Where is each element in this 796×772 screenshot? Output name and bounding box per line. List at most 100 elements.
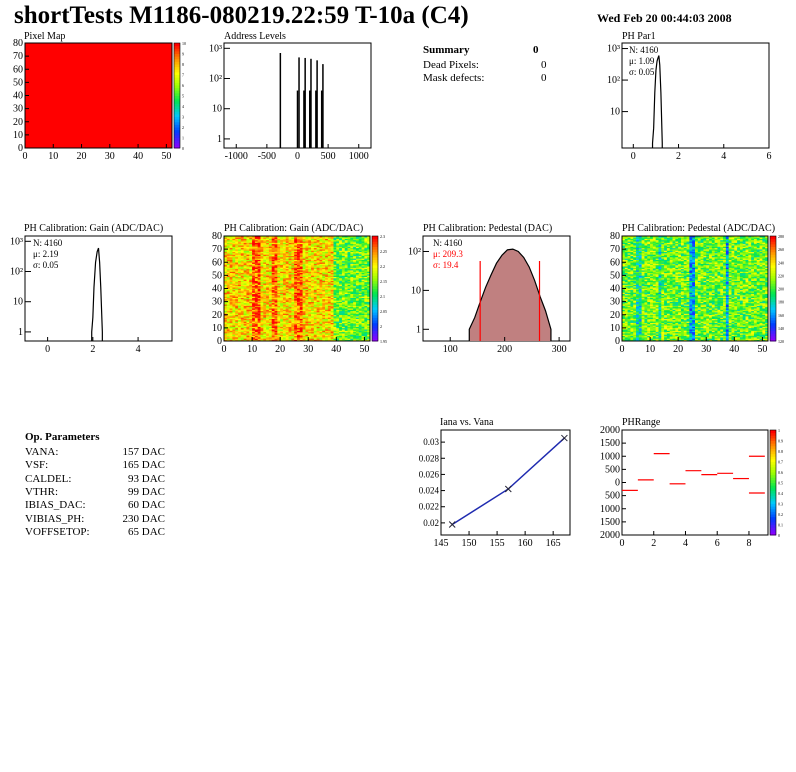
ph-gain-map-cell	[249, 326, 253, 329]
ph-pedestal-map-cell	[630, 323, 634, 326]
ph-gain-map-cell	[232, 249, 236, 251]
ph-pedestal-map-cell	[641, 327, 645, 330]
ph-gain-map-cell	[285, 325, 289, 327]
ph-gain-map-cell	[240, 322, 244, 325]
ph-gain-map-cell	[358, 312, 362, 314]
ph-gain-map-cell	[277, 260, 281, 263]
ph-gain-map-cell	[280, 245, 284, 247]
ph-gain-map-cell	[224, 322, 228, 325]
ph-pedestal-map-cell	[638, 274, 642, 276]
ph-gain-map-cell	[347, 288, 351, 291]
ph-gain-map-cell	[291, 267, 295, 270]
ph-gain-map-cell	[305, 243, 309, 246]
ph-gain-map-cell	[282, 270, 287, 272]
ph-gain-map-cell	[224, 296, 228, 298]
ph-gain-map-cell	[353, 257, 357, 259]
ph-gain-map-cell	[353, 288, 357, 291]
ph-gain-map-cell	[280, 242, 284, 245]
ph-gain-map-cell	[271, 293, 275, 296]
ph-gain-map-cell	[361, 272, 365, 275]
ph-gain-map-cell	[327, 287, 331, 289]
ph-gain-map-cell	[347, 245, 351, 247]
ph-gain-map-cell	[353, 295, 357, 297]
ph-gain-map-cell	[330, 285, 334, 288]
ph-gain-map-cell	[229, 246, 233, 249]
ph-gain-map-cell	[297, 334, 301, 337]
ph-par1-y-tick-label: 10	[610, 107, 620, 118]
ph-gain-map-cell	[313, 335, 317, 338]
ph-gain-map-cell	[274, 331, 278, 334]
ph-gain-map-cell	[299, 327, 303, 330]
ph-gain-map-cell	[282, 329, 287, 331]
ph-gain-map-cell	[302, 338, 306, 340]
ph-gain-map-cell	[229, 329, 233, 331]
ph-gain-map-cell	[353, 310, 357, 313]
ph-gain-map-cell	[291, 266, 295, 268]
ph-gain-map-cell	[240, 338, 244, 340]
ph-gain-map-cell	[232, 279, 236, 281]
ph-pedestal-map-cell	[630, 312, 634, 314]
ph-gain-map-cell	[322, 326, 326, 329]
ph-gain-map-cell	[316, 254, 320, 256]
ph-gain-map-cell	[355, 325, 360, 327]
ph-gain-map-cell	[238, 312, 242, 314]
ph-gain-map-cell	[358, 253, 362, 255]
ph-gain-map-cell	[266, 288, 270, 291]
ph-gain-map-cell	[347, 242, 351, 245]
ph-gain-map-cell	[299, 305, 303, 308]
ph-gain-map-cell	[299, 312, 303, 314]
ph-gain-map-cell	[280, 309, 284, 312]
ph-gain-map-cell	[302, 237, 306, 239]
ph-gain-map-cell	[325, 263, 329, 266]
ph-gain-map-cell	[302, 295, 306, 297]
ph-gain-map-cell	[319, 263, 323, 266]
ph-gain-map-cell	[252, 299, 256, 301]
ph-gain-map-cell	[235, 309, 239, 312]
ph-gain-map-cell	[282, 250, 287, 253]
ph-gain-map-cell	[299, 293, 303, 296]
ph-gain-map-cell	[336, 271, 340, 274]
ph-gain-map-cell	[226, 284, 230, 287]
ph-gain-map-cell	[285, 247, 289, 250]
ph-gain-map-cell	[302, 247, 306, 250]
ph-gain-map-cell	[308, 308, 312, 310]
ph-gain-map-cell	[308, 285, 312, 288]
ph-gain-map-cell	[294, 291, 298, 293]
ph-gain-map-cell	[226, 317, 230, 319]
ph-gain-map-cell	[358, 308, 362, 310]
ph-pedestal-map-cell	[624, 239, 628, 242]
ph-pedestal-map-cell	[627, 243, 631, 246]
ph-gain-map-cell	[260, 262, 264, 264]
ph-gain-map-cell	[235, 310, 239, 313]
ph-gain-map-cell	[291, 334, 295, 337]
ph-gain-map-cell	[353, 323, 357, 326]
ph-gain-map-cell	[344, 241, 348, 243]
ph-gain-map-cell	[353, 337, 357, 339]
ph-gain-map-cell	[238, 257, 242, 259]
ph-gain-map-cell	[274, 276, 278, 279]
ph-gain-map-cell	[344, 288, 348, 291]
ph-pedestal-map-cell	[633, 318, 637, 321]
ph-gain-map-cell	[327, 330, 331, 333]
ph-pedestal-map-cell	[627, 267, 631, 270]
ph-gain-map-cell	[336, 296, 340, 298]
ph-gain-map-cell	[226, 320, 230, 322]
ph-gain-map-cell	[350, 327, 354, 330]
ph-gain-map-colorbar-cell	[372, 314, 378, 318]
ph-gain-map-cell	[361, 329, 365, 331]
ph-gain-map-cell	[294, 326, 298, 329]
ph-gain-map-cell	[226, 237, 230, 239]
ph-gain-map-cell	[297, 259, 301, 262]
ph-pedestal-map-cell	[636, 330, 640, 333]
ph-gain-map-cell	[291, 237, 295, 239]
ph-gain-map-cell	[322, 253, 326, 255]
ph-gain-map-cell	[313, 331, 317, 334]
ph-gain-map-cell	[299, 318, 303, 321]
ph-gain-map-cell	[226, 260, 230, 263]
ph-pedestal-map-cell	[624, 242, 628, 245]
ph-gain-map-cell	[288, 250, 292, 253]
ph-gain-map-cell	[226, 291, 230, 293]
ph-gain-map-cell	[313, 313, 317, 316]
ph-gain-map-cell	[336, 254, 340, 256]
ph-gain-map-cell	[260, 237, 264, 239]
